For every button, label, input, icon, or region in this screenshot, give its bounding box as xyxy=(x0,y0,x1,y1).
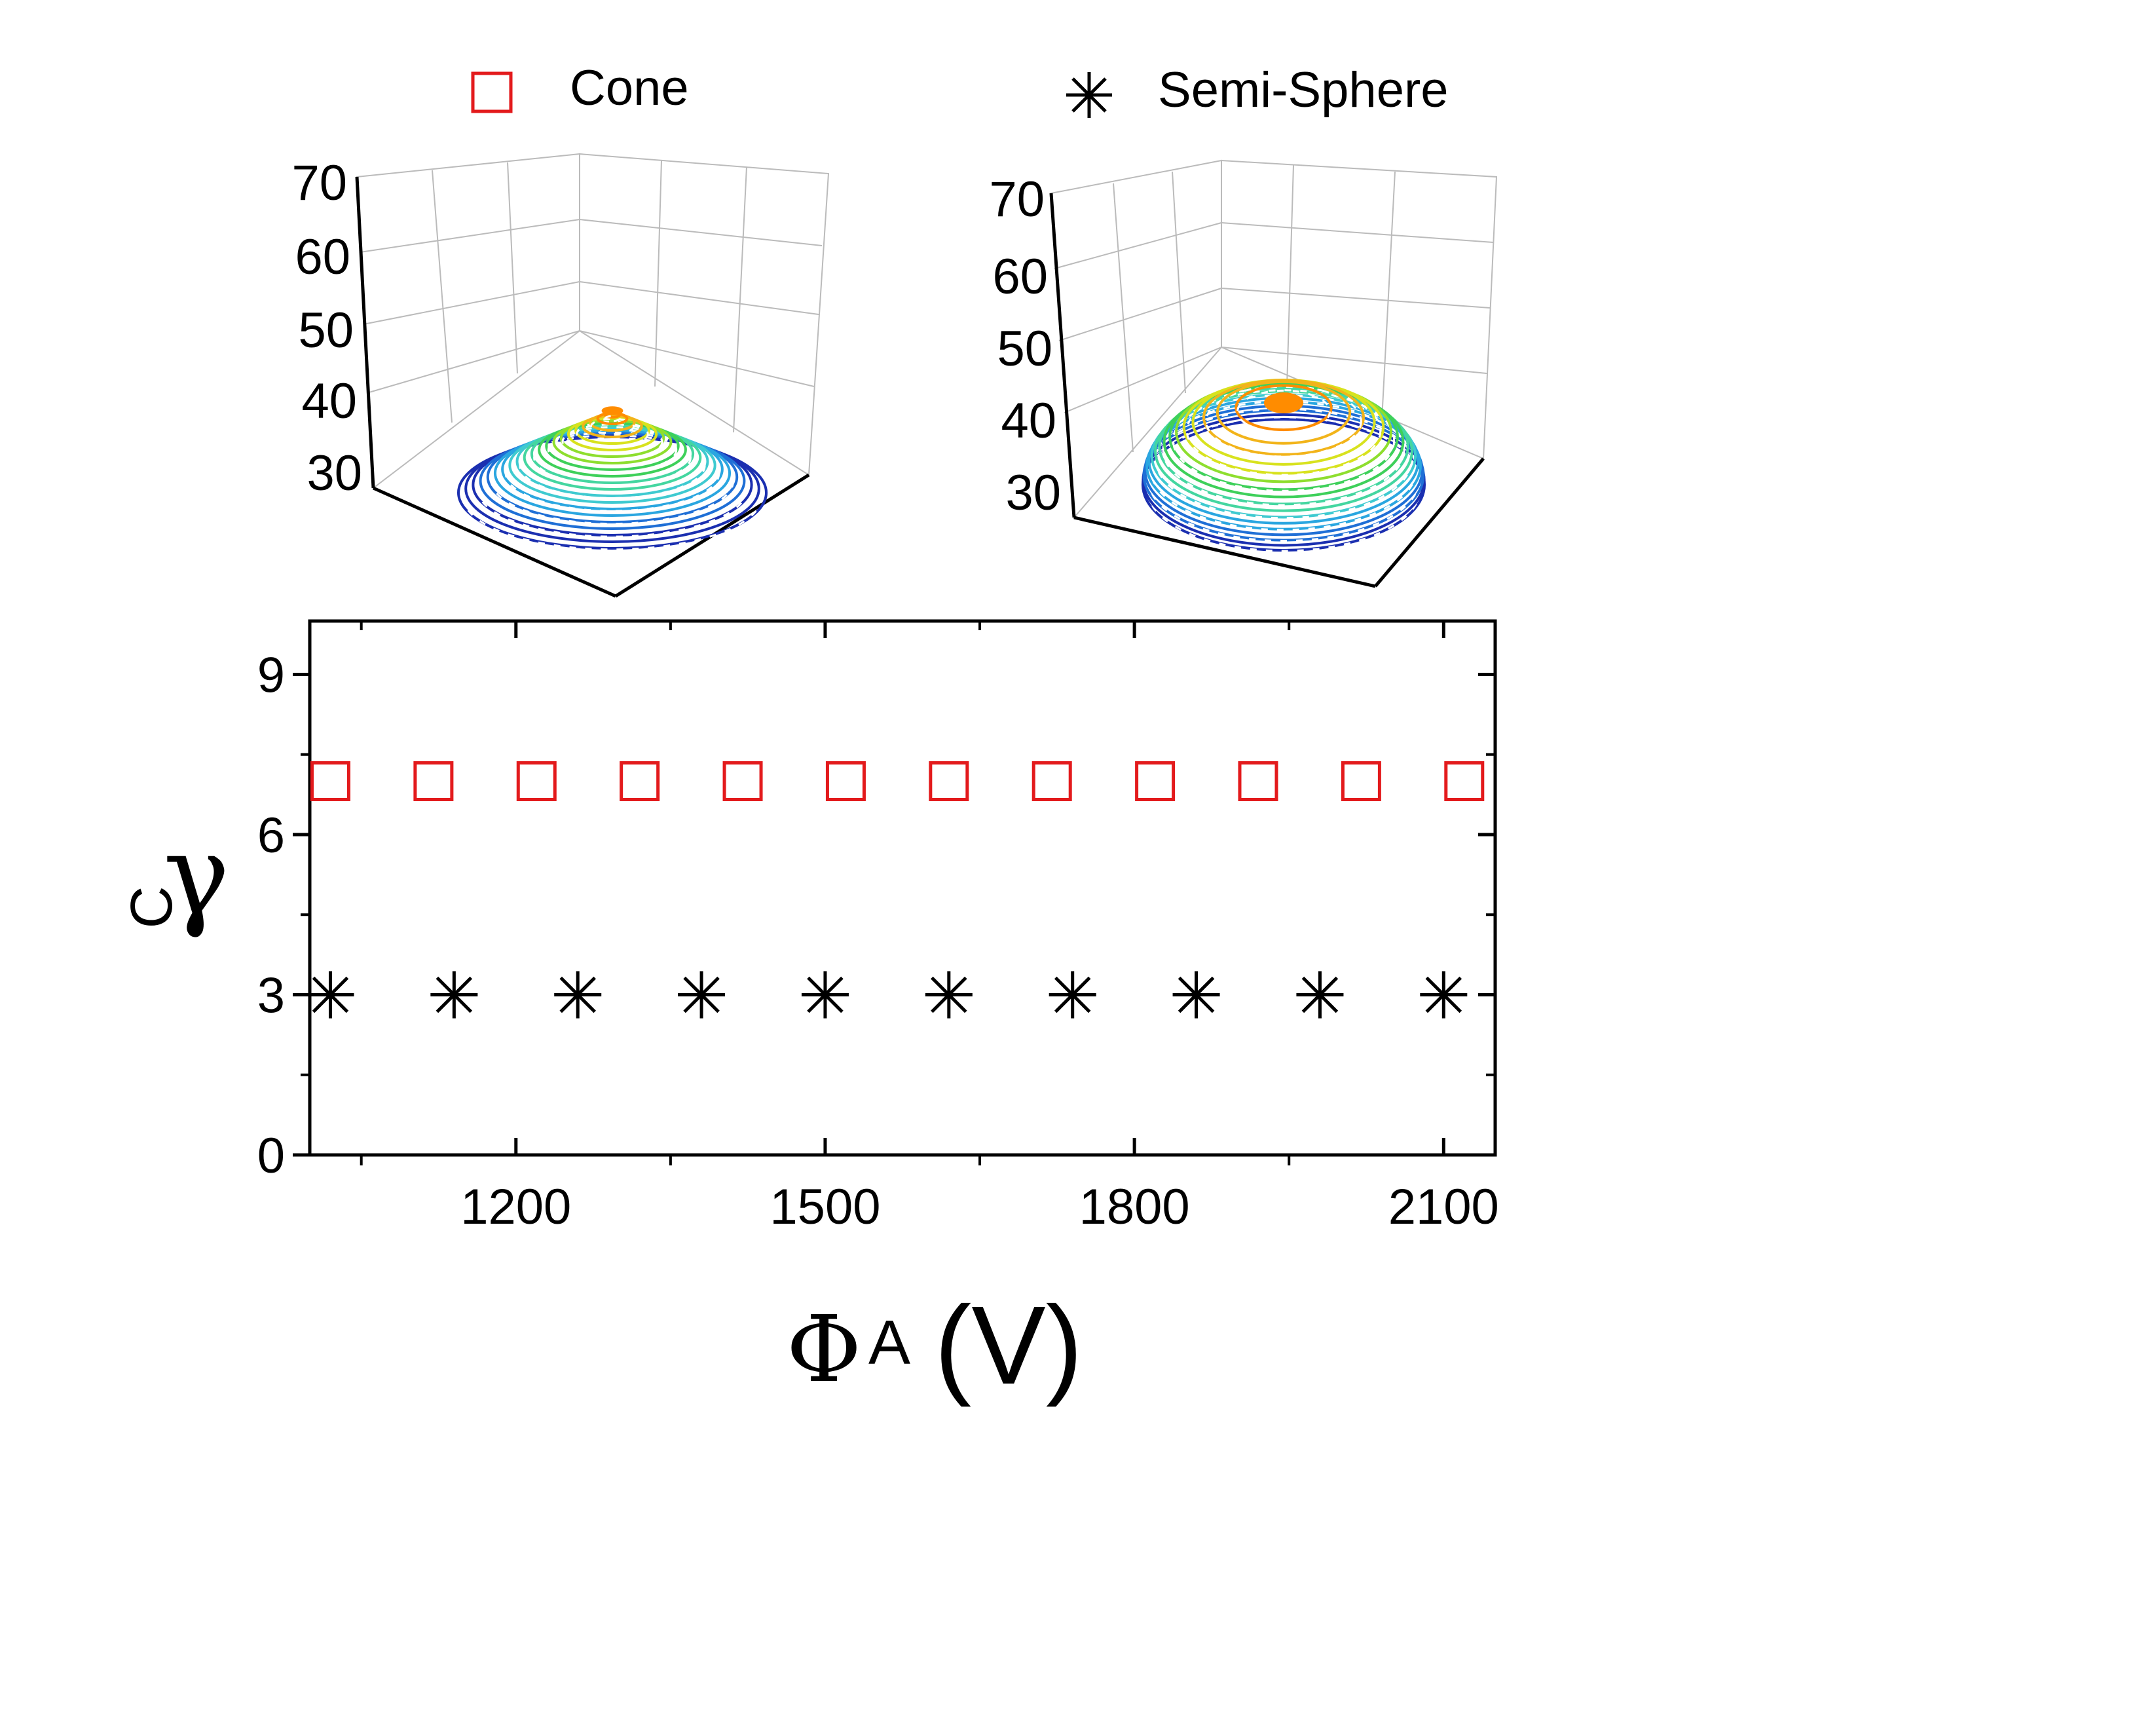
semisphere-z-tick: 60 xyxy=(992,249,1048,305)
contour-gap xyxy=(576,421,649,448)
semisphere-z-tick: 40 xyxy=(1001,393,1056,449)
cone-point xyxy=(1032,761,1072,801)
cone-z-tick: 30 xyxy=(307,445,362,501)
main-plot: 1200 1500 1800 2100 0 3 6 9 xyxy=(257,619,1499,1235)
contour-gap xyxy=(1236,389,1331,434)
contour-gap xyxy=(1205,385,1362,458)
legend-cone-label: Cone xyxy=(570,60,689,116)
cone-inset-z-ticks: 70 60 50 40 30 xyxy=(291,155,362,501)
contour-gap xyxy=(476,440,749,538)
x-axis-label-unit: (V) xyxy=(935,1283,1083,1408)
cone-point xyxy=(1238,761,1278,801)
cone-surface xyxy=(457,406,768,551)
cone-point xyxy=(310,761,350,801)
contour-gap xyxy=(1147,416,1421,542)
semisphere-z-tick: 30 xyxy=(1005,465,1061,521)
plot-frame xyxy=(308,619,1497,1157)
semisphere-point xyxy=(1049,971,1096,1019)
y-tick-label: 9 xyxy=(257,648,285,704)
contour-gap xyxy=(561,423,663,461)
semisphere-point xyxy=(1296,971,1344,1019)
series-cone xyxy=(310,761,1485,801)
cone-point xyxy=(929,761,969,801)
semisphere-point xyxy=(1420,971,1468,1019)
series-semisphere xyxy=(307,971,1468,1019)
y-tick-label: 0 xyxy=(257,1128,285,1184)
semisphere-point xyxy=(678,971,726,1019)
x-tick-label: 1800 xyxy=(1079,1179,1190,1235)
cone-point xyxy=(1341,761,1381,801)
cone-point xyxy=(1135,761,1176,801)
cone-point xyxy=(516,761,557,801)
contour-gap xyxy=(589,417,635,435)
contour-gap xyxy=(533,428,692,487)
cone-z-tick: 50 xyxy=(298,303,354,358)
contour-gap xyxy=(490,437,735,525)
cone-point xyxy=(413,761,454,801)
y-axis-label-subscript: C xyxy=(119,886,185,929)
contour-gap xyxy=(1172,389,1396,492)
y-axis-ticks: 0 3 6 9 xyxy=(257,648,1495,1184)
contour-gap xyxy=(504,434,720,512)
contour-line xyxy=(1168,382,1399,491)
contour-gap xyxy=(1185,385,1382,476)
semisphere-inset: 70 60 50 40 30 xyxy=(989,159,1498,588)
semisphere-point xyxy=(430,971,478,1019)
y-tick-label: 3 xyxy=(257,968,285,1024)
cone-z-tick: 60 xyxy=(295,229,350,285)
contour-line xyxy=(1143,404,1424,537)
x-tick-label: 1500 xyxy=(770,1179,880,1235)
semisphere-surface xyxy=(1142,378,1426,552)
contour-gap xyxy=(604,415,621,423)
cone-point xyxy=(722,761,763,801)
cone-point xyxy=(1444,761,1485,801)
x-axis-label-superscript: A xyxy=(868,1308,910,1378)
contour-gap xyxy=(547,426,678,474)
semisphere-point xyxy=(801,971,849,1019)
semisphere-z-tick: 70 xyxy=(989,172,1045,227)
cone-point xyxy=(825,761,866,801)
legend-semisphere-marker xyxy=(1066,72,1112,118)
surface-peak xyxy=(601,406,623,415)
x-axis-ticks: 1200 1500 1800 2100 xyxy=(360,621,1499,1235)
x-axis-label-symbol: Φ xyxy=(787,1296,862,1403)
semisphere-inset-z-ticks: 70 60 50 40 30 xyxy=(989,172,1061,521)
semisphere-point xyxy=(1172,971,1220,1019)
legend: Cone Semi-Sphere xyxy=(471,60,1449,118)
x-tick-label: 1200 xyxy=(460,1179,571,1235)
semisphere-z-tick: 50 xyxy=(997,321,1052,377)
contour-line xyxy=(1202,379,1365,456)
contour-line xyxy=(1235,384,1333,432)
legend-cone-marker xyxy=(471,71,513,113)
y-axis-label: γ xyxy=(163,811,230,941)
cone-inset: 70 60 50 40 30 xyxy=(291,153,830,598)
cone-z-tick: 40 xyxy=(301,373,357,429)
contour-line xyxy=(1158,387,1409,506)
cone-z-tick: 70 xyxy=(291,155,347,211)
semisphere-point xyxy=(307,971,354,1019)
legend-semisphere-label: Semi-Sphere xyxy=(1158,62,1449,118)
semisphere-point xyxy=(554,971,602,1019)
semisphere-point xyxy=(925,971,973,1019)
x-tick-label: 2100 xyxy=(1388,1179,1499,1235)
cone-point xyxy=(620,761,660,801)
semisphere-inset-axes xyxy=(1049,193,1485,588)
contour-line xyxy=(1216,380,1352,445)
y-tick-label: 6 xyxy=(257,808,285,863)
surface-peak xyxy=(1263,392,1304,413)
contour-gap xyxy=(519,431,706,499)
contour-line xyxy=(1142,418,1426,552)
